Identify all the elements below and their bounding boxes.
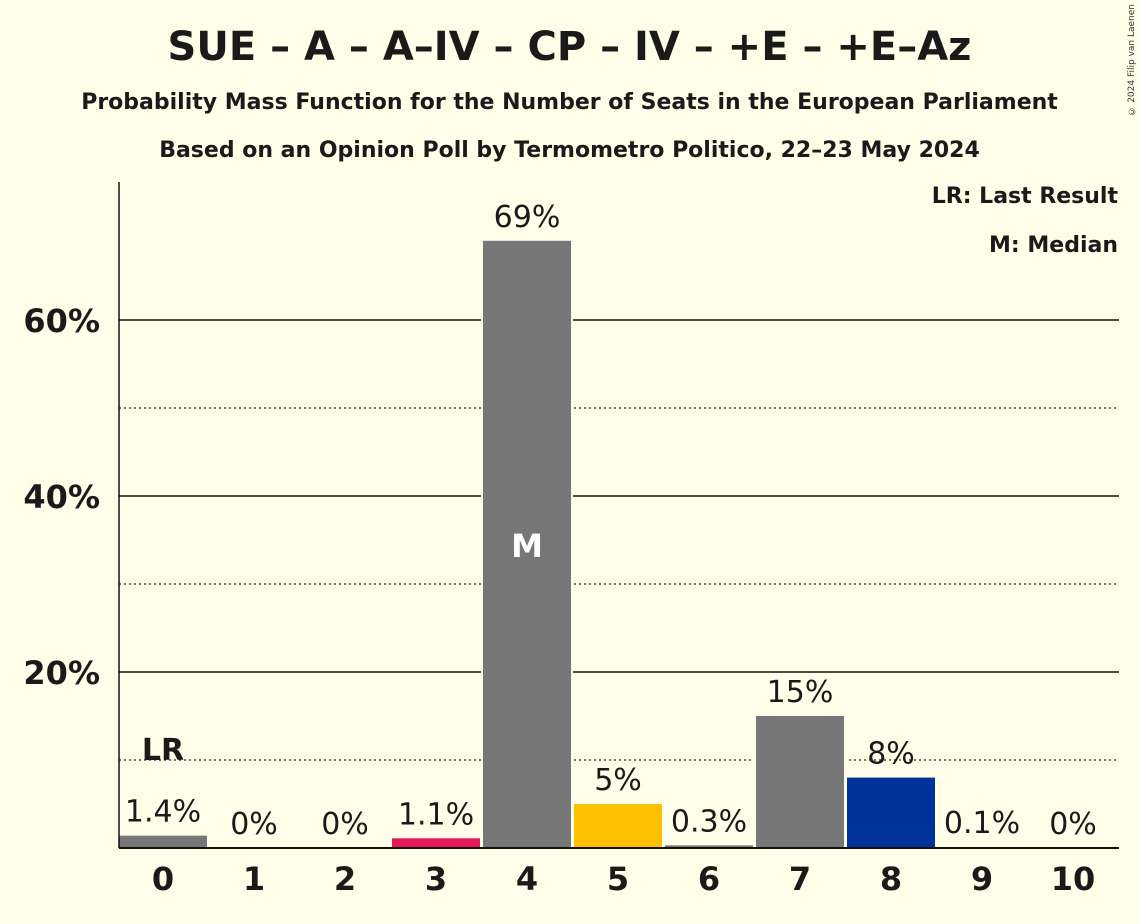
bar-value-label: 0%	[230, 807, 278, 842]
bar-value-label: 69%	[494, 200, 561, 235]
bar-value-label: 8%	[867, 737, 915, 772]
chart-source-line: Based on an Opinion Poll by Termometro P…	[159, 138, 980, 163]
bar-value-label: 1.1%	[398, 797, 474, 832]
x-tick-label: 8	[880, 860, 902, 898]
x-tick-label: 10	[1051, 860, 1096, 898]
bar-value-label: 1.4%	[125, 795, 201, 830]
last-result-marker: LR	[142, 733, 184, 768]
chart-title: SUE – A – A–IV – CP – IV – +E – +E–Az	[167, 24, 972, 70]
x-tick-label: 5	[607, 860, 629, 898]
y-tick-label: 60%	[23, 302, 100, 340]
median-marker: M	[511, 527, 543, 565]
bar	[574, 804, 662, 848]
legend-median: M: Median	[989, 233, 1118, 258]
x-tick-label: 6	[698, 860, 720, 898]
bar-value-label: 15%	[767, 675, 834, 710]
y-tick-label: 40%	[23, 478, 100, 516]
bar	[483, 240, 571, 849]
x-tick-label: 1	[243, 860, 265, 898]
bar-value-label: 0%	[1049, 807, 1097, 842]
legend-last-result: LR: Last Result	[931, 184, 1118, 209]
x-tick-label: 4	[516, 860, 538, 898]
bar-value-label: 0%	[321, 807, 369, 842]
bar-value-label: 5%	[594, 763, 642, 798]
bar	[756, 716, 844, 848]
bar	[119, 835, 207, 848]
bar-outline	[936, 845, 1028, 848]
x-tick-label: 0	[152, 860, 174, 898]
x-tick-label: 3	[425, 860, 447, 898]
bar	[392, 838, 480, 848]
bar	[665, 845, 753, 848]
y-tick-label: 20%	[23, 654, 100, 692]
bar-value-label: 0.3%	[671, 804, 747, 839]
x-tick-label: 2	[334, 860, 356, 898]
bar	[847, 777, 935, 848]
x-tick-label: 7	[789, 860, 811, 898]
x-tick-label: 9	[971, 860, 993, 898]
bar-value-label: 0.1%	[944, 806, 1020, 841]
chart-subtitle: Probability Mass Function for the Number…	[81, 90, 1058, 115]
